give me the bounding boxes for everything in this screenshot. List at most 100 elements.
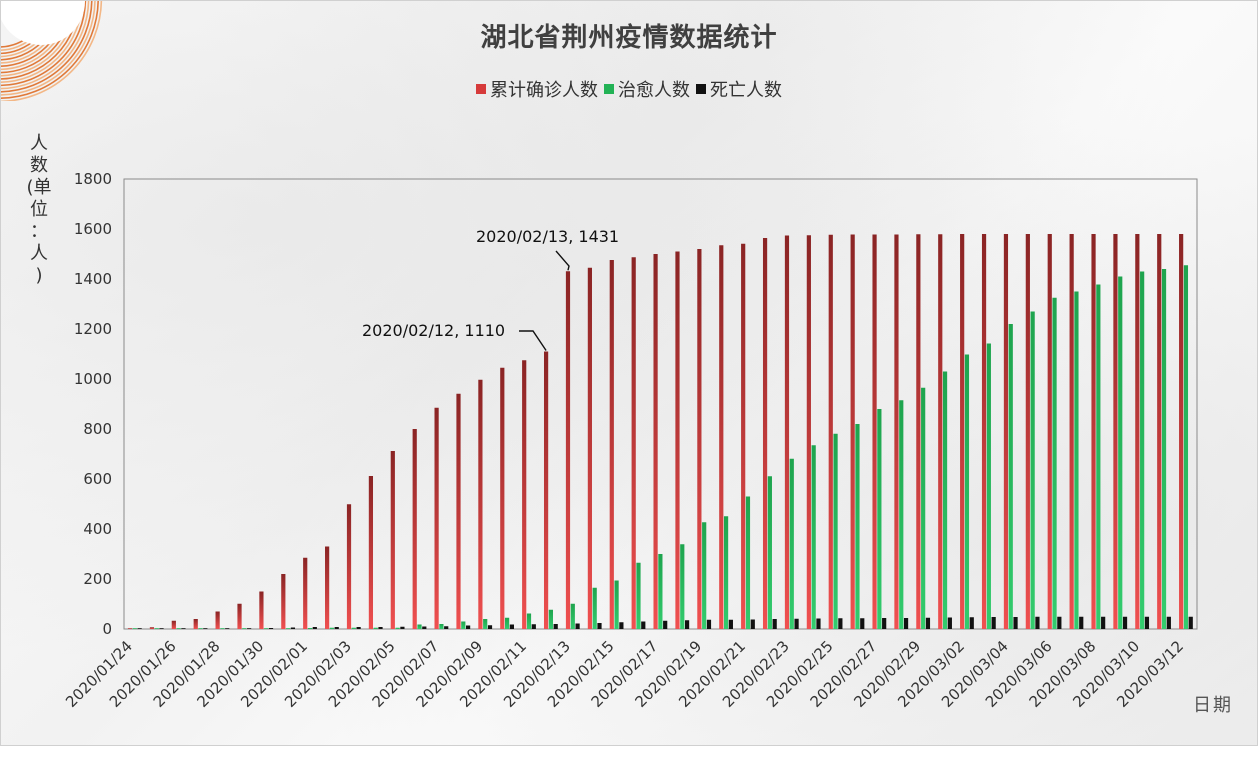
bar-deaths xyxy=(400,626,405,629)
bar-confirmed xyxy=(894,234,899,629)
legend-label-confirmed: 累计确诊人数 xyxy=(490,80,598,101)
bar-deaths xyxy=(1122,616,1128,629)
bar-confirmed xyxy=(368,476,374,629)
bar-confirmed xyxy=(587,267,592,629)
bar-deaths xyxy=(334,627,339,629)
bar-deaths xyxy=(706,619,712,629)
y-tick-label: 0 xyxy=(102,620,112,638)
bar-confirmed xyxy=(850,234,855,629)
bar-cured xyxy=(351,627,356,629)
bar-cured xyxy=(395,627,400,629)
bar-cured xyxy=(570,603,575,629)
bar-confirmed xyxy=(1047,234,1052,629)
bar-cured xyxy=(986,343,991,629)
bar-confirmed xyxy=(149,627,155,629)
bar-confirmed xyxy=(1135,234,1140,629)
bar-cured xyxy=(855,424,860,629)
legend-item-cured[interactable]: 治愈人数 xyxy=(604,76,690,102)
corner-stripe xyxy=(1,1,96,96)
y-tick-label: 1000 xyxy=(74,370,112,388)
y-tick-label: 1600 xyxy=(74,220,112,238)
chart-legend: 累计确诊人数 治愈人数 死亡人数 xyxy=(1,76,1257,102)
bar-cured xyxy=(833,433,838,629)
bar-confirmed xyxy=(806,235,811,629)
bar-deaths xyxy=(794,618,799,629)
bar-cured xyxy=(942,371,948,629)
bar-confirmed xyxy=(237,603,242,629)
bar-cured xyxy=(964,354,970,629)
bar-cured xyxy=(1161,269,1167,629)
bar-deaths xyxy=(553,624,558,629)
legend-swatch-deaths xyxy=(696,84,706,94)
bar-cured xyxy=(220,628,225,629)
bar-cured xyxy=(548,609,553,629)
bar-cured xyxy=(614,580,619,629)
bar-confirmed xyxy=(1113,234,1118,629)
corner-stripe xyxy=(1,1,90,90)
bar-confirmed xyxy=(346,504,352,629)
bar-deaths xyxy=(422,626,427,629)
bar-deaths xyxy=(684,620,690,629)
bar-cured xyxy=(417,624,422,629)
bar-cured xyxy=(1052,297,1057,629)
bar-deaths xyxy=(882,618,887,629)
bar-deaths xyxy=(860,618,865,629)
bar-deaths xyxy=(575,623,580,629)
bar-confirmed xyxy=(543,351,549,629)
bar-deaths xyxy=(903,618,909,629)
bar-cured xyxy=(592,587,597,629)
bar-cured xyxy=(176,628,181,629)
bar-cured xyxy=(767,476,772,629)
bar-cured xyxy=(154,628,159,629)
legend-label-deaths: 死亡人数 xyxy=(710,80,782,101)
bar-deaths xyxy=(1188,616,1193,629)
bar-confirmed xyxy=(434,407,439,629)
y-tick-label: 800 xyxy=(83,420,112,438)
y-axis-label: 人 数 (单 位 ： 人 ) xyxy=(26,133,52,287)
bar-confirmed xyxy=(916,234,921,629)
bar-confirmed xyxy=(1179,234,1184,629)
bar-cured xyxy=(921,387,926,629)
y-axis-label-char: (单 xyxy=(26,177,52,198)
bar-deaths xyxy=(925,617,931,629)
legend-item-confirmed[interactable]: 累计确诊人数 xyxy=(476,76,598,102)
bar-cured xyxy=(745,496,751,629)
bar-cured xyxy=(680,544,685,629)
bar-cured xyxy=(264,628,269,629)
bar-confirmed xyxy=(127,628,133,629)
bar-deaths xyxy=(969,617,974,629)
y-axis-label-char: ) xyxy=(35,265,43,286)
data-annotation: 2020/02/13, 1431 xyxy=(476,227,619,246)
bar-cured xyxy=(1183,265,1189,629)
bar-confirmed xyxy=(522,360,527,629)
bar-confirmed xyxy=(281,574,286,629)
bar-deaths xyxy=(947,617,952,629)
bar-confirmed xyxy=(215,611,220,629)
bar-deaths xyxy=(225,628,230,629)
bar-cured xyxy=(1030,311,1035,629)
bar-confirmed xyxy=(741,243,746,629)
bar-deaths xyxy=(137,628,142,629)
bar-cured xyxy=(1118,276,1123,629)
bar-confirmed xyxy=(259,591,264,629)
bar-deaths xyxy=(663,620,668,629)
chart-title: 湖北省荆州疫情数据统计 xyxy=(480,23,778,53)
legend-label-cured: 治愈人数 xyxy=(618,80,690,101)
legend-item-deaths[interactable]: 死亡人数 xyxy=(696,76,782,102)
bar-confirmed xyxy=(412,429,417,629)
bar-confirmed xyxy=(981,234,987,629)
bar-deaths xyxy=(1166,616,1171,629)
bar-confirmed xyxy=(784,235,790,629)
bar-cured xyxy=(702,522,707,629)
bar-cured xyxy=(811,445,816,629)
corner-stripe xyxy=(1,1,87,87)
y-tick-label: 1200 xyxy=(74,320,112,338)
bar-deaths xyxy=(203,628,208,629)
bar-cured xyxy=(1008,324,1013,629)
bar-cured xyxy=(1096,284,1101,629)
bar-confirmed xyxy=(390,451,395,629)
bar-confirmed xyxy=(631,257,636,629)
y-tick-label: 1400 xyxy=(74,270,112,288)
bar-confirmed xyxy=(171,620,176,629)
